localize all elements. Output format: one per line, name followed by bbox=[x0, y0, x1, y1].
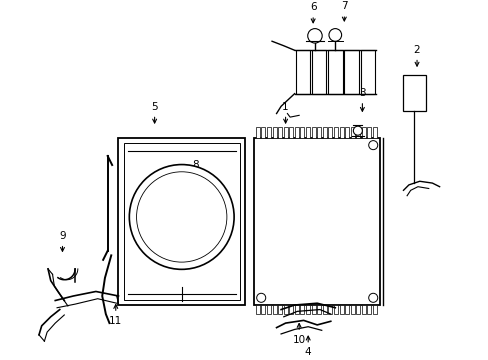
Circle shape bbox=[368, 293, 377, 302]
Bar bbox=[261, 305, 265, 314]
Bar bbox=[402, 75, 425, 111]
Bar bbox=[300, 127, 304, 138]
Bar bbox=[356, 127, 360, 138]
Bar bbox=[266, 127, 270, 138]
Bar bbox=[333, 305, 337, 314]
Text: 3: 3 bbox=[358, 88, 365, 98]
Bar bbox=[266, 305, 270, 314]
Bar bbox=[361, 127, 365, 138]
Bar bbox=[322, 127, 326, 138]
Bar bbox=[345, 305, 348, 314]
Bar bbox=[278, 305, 282, 314]
Bar bbox=[317, 127, 321, 138]
Bar bbox=[317, 305, 321, 314]
Circle shape bbox=[136, 172, 226, 262]
Text: 2: 2 bbox=[413, 45, 420, 55]
Bar bbox=[372, 305, 376, 314]
Circle shape bbox=[307, 28, 322, 43]
Bar bbox=[327, 50, 342, 94]
Bar bbox=[305, 305, 309, 314]
Bar bbox=[356, 305, 360, 314]
Circle shape bbox=[256, 293, 265, 302]
Bar bbox=[289, 305, 293, 314]
Bar bbox=[361, 305, 365, 314]
Bar bbox=[294, 127, 298, 138]
Text: 5: 5 bbox=[151, 102, 158, 112]
Text: 7: 7 bbox=[340, 1, 347, 12]
Bar bbox=[294, 305, 298, 314]
Bar bbox=[253, 138, 380, 305]
Circle shape bbox=[368, 141, 377, 150]
Bar bbox=[300, 305, 304, 314]
Bar bbox=[272, 127, 276, 138]
Bar bbox=[289, 127, 293, 138]
Bar bbox=[272, 305, 276, 314]
Bar bbox=[278, 127, 282, 138]
Bar bbox=[311, 127, 315, 138]
Bar bbox=[344, 50, 358, 94]
Text: 8: 8 bbox=[192, 161, 198, 170]
Text: 10: 10 bbox=[292, 335, 305, 345]
Bar bbox=[255, 305, 259, 314]
Circle shape bbox=[353, 126, 362, 135]
Bar bbox=[283, 305, 287, 314]
Bar bbox=[360, 50, 374, 94]
Bar bbox=[261, 127, 265, 138]
Bar bbox=[255, 127, 259, 138]
Text: 6: 6 bbox=[309, 3, 316, 12]
Circle shape bbox=[328, 28, 341, 41]
Bar bbox=[328, 305, 332, 314]
Circle shape bbox=[129, 165, 234, 269]
Bar bbox=[295, 50, 309, 94]
Bar bbox=[366, 305, 371, 314]
Bar bbox=[333, 127, 337, 138]
Bar bbox=[339, 127, 343, 138]
Text: 9: 9 bbox=[59, 231, 66, 241]
Bar bbox=[311, 305, 315, 314]
Bar bbox=[372, 127, 376, 138]
Text: 1: 1 bbox=[282, 102, 288, 112]
Bar bbox=[283, 127, 287, 138]
Bar bbox=[350, 305, 354, 314]
Text: 11: 11 bbox=[109, 316, 122, 326]
Bar bbox=[118, 138, 244, 305]
Bar bbox=[322, 305, 326, 314]
Bar bbox=[305, 127, 309, 138]
Bar bbox=[366, 127, 371, 138]
Bar bbox=[123, 143, 239, 300]
Text: 4: 4 bbox=[304, 347, 311, 357]
Bar bbox=[339, 305, 343, 314]
Bar bbox=[328, 127, 332, 138]
Bar bbox=[311, 50, 325, 94]
Bar bbox=[345, 127, 348, 138]
Bar bbox=[350, 127, 354, 138]
